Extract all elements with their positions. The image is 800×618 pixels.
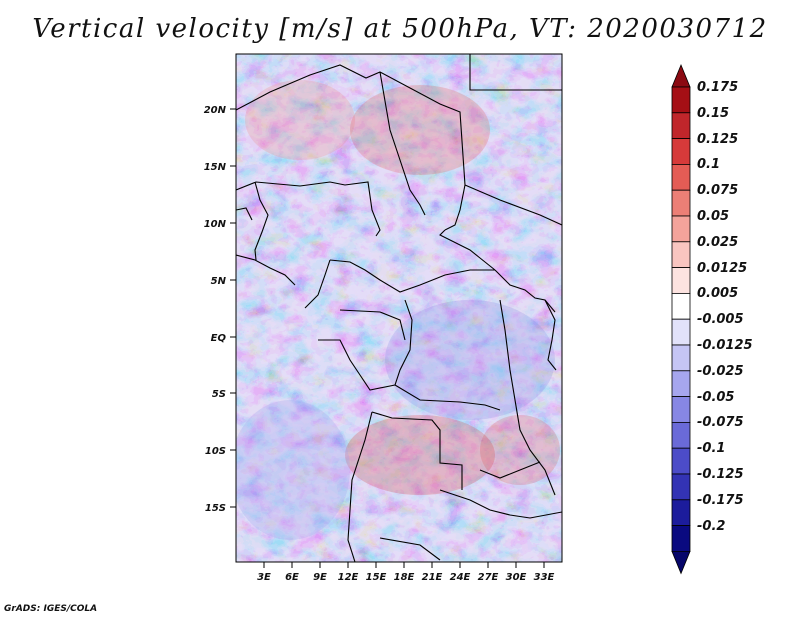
lon-label: 30E (506, 572, 527, 583)
lat-label: EQ (211, 333, 227, 344)
lon-label: 6E (285, 572, 299, 583)
colorbar-segment (671, 525, 691, 552)
colorbar-segment (671, 292, 691, 320)
lon-label: 12E (338, 572, 359, 583)
lon-label: 15E (366, 572, 387, 583)
colorbar-segment (671, 112, 691, 140)
colorbar-label: 0.0125 (697, 260, 748, 276)
colorbar-segment (671, 215, 691, 243)
colorbar-label: 0.075 (697, 183, 739, 199)
lon-label: 24E (450, 572, 471, 583)
colorbar-label: 0.125 (697, 131, 739, 147)
colorbar-label: -0.025 (697, 363, 744, 379)
lon-ticks (263, 562, 545, 568)
colorbar-segment (671, 447, 691, 475)
colorbar-label: -0.1 (697, 441, 726, 457)
colorbar-label: -0.2 (697, 518, 726, 534)
lat-label: 20N (204, 105, 227, 116)
colorbar-segment (671, 370, 691, 397)
colorbar (671, 63, 691, 575)
credit-text: GrADS: IGES/COLA (4, 604, 98, 614)
colorbar-label: 0.15 (697, 105, 730, 121)
colorbar-label: -0.0125 (697, 338, 753, 353)
field-overlays (236, 54, 562, 562)
colorbar-segment (671, 421, 691, 449)
lat-ticks (230, 108, 236, 508)
country-borders (236, 54, 562, 562)
lon-label: 33E (534, 572, 555, 583)
lat-label: 5S (212, 389, 226, 400)
lon-label: 21E (422, 572, 443, 583)
velocity-field (236, 54, 562, 562)
colorbar-label: 0.1 (697, 157, 721, 173)
lon-label: 9E (313, 572, 327, 583)
lat-label: 10N (204, 219, 227, 230)
lat-label: 10S (205, 446, 226, 457)
lon-label: 27E (478, 572, 499, 583)
colorbar-bottom-arrow (671, 551, 691, 575)
colorbar-label: -0.075 (697, 415, 744, 431)
colorbar-segment (671, 499, 691, 526)
lat-label: 15N (204, 162, 227, 173)
colorbar-label: 0.175 (697, 80, 739, 95)
lat-label: 15S (205, 503, 226, 514)
chart-title: Vertical velocity [m/s] at 500hPa, VT: 2… (32, 14, 768, 44)
lon-label: 18E (394, 572, 415, 583)
colorbar-label: -0.05 (697, 389, 735, 405)
colorbar-segment (671, 138, 691, 165)
colorbar-segment (671, 86, 691, 114)
colorbar-segment (671, 241, 691, 269)
colorbar-label: 0.005 (697, 286, 739, 302)
colorbar-label: 0.025 (697, 234, 739, 250)
colorbar-label: -0.125 (697, 467, 744, 482)
colorbar-segment (671, 189, 691, 217)
colorbar-segment (671, 396, 691, 423)
colorbar-label: -0.175 (697, 492, 744, 508)
lat-label: 5N (211, 276, 227, 287)
colorbar-label: -0.005 (697, 312, 744, 328)
colorbar-segment (671, 344, 691, 372)
colorbar-label: 0.05 (697, 209, 730, 224)
map-frame (235, 53, 563, 563)
colorbar-segment (671, 473, 691, 501)
colorbar-segment (671, 163, 691, 191)
lon-label: 3E (257, 572, 271, 583)
colorbar-top-arrow (671, 63, 691, 88)
colorbar-segment (671, 267, 691, 294)
colorbar-segment (671, 318, 691, 346)
